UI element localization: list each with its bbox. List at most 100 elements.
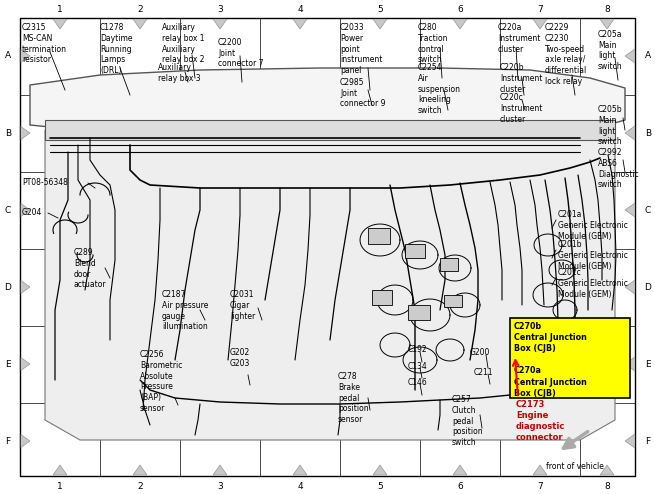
Polygon shape (20, 434, 30, 448)
Text: 7: 7 (537, 4, 543, 13)
Text: Auxiliary
relay box 1
Auxiliary
relay box 2: Auxiliary relay box 1 Auxiliary relay bo… (162, 23, 204, 64)
Text: C2031
Cigar
lighter: C2031 Cigar lighter (230, 290, 255, 321)
Text: 2: 2 (137, 4, 143, 13)
Polygon shape (453, 19, 467, 29)
Bar (405, 244, 425, 258)
Polygon shape (533, 19, 547, 29)
Text: C220c
Instrument
cluster: C220c Instrument cluster (500, 93, 542, 124)
Bar (45, 120, 615, 140)
Polygon shape (625, 203, 635, 217)
Text: C134: C134 (408, 362, 428, 371)
Text: A: A (645, 51, 651, 60)
Text: 6: 6 (457, 482, 463, 491)
Text: E: E (5, 360, 11, 369)
Text: 8: 8 (604, 482, 610, 491)
Text: C201a
Generic Electronic
Module (GEM): C201a Generic Electronic Module (GEM) (558, 210, 628, 241)
Text: B: B (645, 128, 651, 137)
Bar (444, 295, 462, 307)
Text: 8: 8 (604, 4, 610, 13)
Polygon shape (293, 465, 307, 475)
Bar (368, 228, 390, 244)
Text: D: D (5, 283, 11, 291)
Text: G200: G200 (470, 348, 491, 357)
Text: C192: C192 (408, 345, 428, 354)
Text: C205a
Main
light
switch: C205a Main light switch (598, 30, 623, 71)
Polygon shape (625, 357, 635, 371)
Text: front of vehicle: front of vehicle (546, 462, 604, 471)
Text: C1278
Daytime
Running
Lamps
(DRL): C1278 Daytime Running Lamps (DRL) (100, 23, 132, 75)
Polygon shape (53, 465, 67, 475)
Text: C: C (645, 206, 651, 214)
Text: C2315
MS-CAN
termination
resistor: C2315 MS-CAN termination resistor (22, 23, 67, 64)
Text: C257
Clutch
pedal
position
switch: C257 Clutch pedal position switch (452, 395, 483, 447)
Polygon shape (625, 434, 635, 448)
Polygon shape (133, 19, 147, 29)
Text: C220a
Instrument
cluster: C220a Instrument cluster (498, 23, 540, 53)
Text: C2985
Joint
connector 9: C2985 Joint connector 9 (340, 78, 386, 109)
Polygon shape (600, 19, 614, 29)
Text: 5: 5 (377, 482, 383, 491)
Bar (408, 305, 430, 320)
Text: C2256
Barometric
Absolute
Pressure
(BAP)
sensor: C2256 Barometric Absolute Pressure (BAP)… (140, 350, 182, 413)
Text: C2033
Power
point
instrument
panel: C2033 Power point instrument panel (340, 23, 383, 75)
Text: PT08-56348: PT08-56348 (22, 178, 68, 187)
Text: 1: 1 (57, 482, 63, 491)
Text: D: D (645, 283, 652, 291)
Polygon shape (213, 465, 227, 475)
Polygon shape (625, 280, 635, 294)
Text: C146: C146 (408, 378, 428, 387)
Polygon shape (625, 126, 635, 140)
Text: B: B (5, 128, 11, 137)
Text: C278
Brake
pedal
position
sensor: C278 Brake pedal position sensor (338, 372, 369, 424)
Text: 6: 6 (457, 4, 463, 13)
Polygon shape (293, 19, 307, 29)
Polygon shape (53, 19, 67, 29)
Text: C211: C211 (474, 368, 493, 377)
Bar (372, 290, 392, 305)
Polygon shape (373, 19, 387, 29)
Polygon shape (20, 280, 30, 294)
Text: C270b
Central Junction
Box (CJB)

C270a
Central Junction
Box (CJB): C270b Central Junction Box (CJB) C270a C… (514, 322, 587, 398)
Text: 5: 5 (377, 4, 383, 13)
Text: G204: G204 (22, 208, 43, 217)
Polygon shape (20, 126, 30, 140)
Text: Auxiliary
relay box 3: Auxiliary relay box 3 (158, 63, 200, 83)
Polygon shape (20, 357, 30, 371)
Text: C220b
Instrument
cluster: C220b Instrument cluster (500, 63, 542, 93)
Text: 1: 1 (57, 4, 63, 13)
Polygon shape (533, 465, 547, 475)
Polygon shape (30, 68, 625, 136)
Text: E: E (645, 360, 651, 369)
Bar (440, 258, 458, 271)
Text: C2229
C2230
Two-speed
axle relay/
differential
lock relay: C2229 C2230 Two-speed axle relay/ differ… (545, 23, 588, 86)
Text: C2173
Engine
diagnostic
connector: C2173 Engine diagnostic connector (516, 400, 565, 442)
Text: 4: 4 (297, 4, 303, 13)
Text: C201c
Generic Electronic
Module (GEM): C201c Generic Electronic Module (GEM) (558, 268, 628, 298)
Text: C: C (5, 206, 11, 214)
Polygon shape (20, 49, 30, 63)
Text: F: F (5, 437, 10, 446)
Text: C201b
Generic Electronic
Module (GEM): C201b Generic Electronic Module (GEM) (558, 240, 628, 271)
Polygon shape (453, 465, 467, 475)
Text: G202
G203: G202 G203 (230, 348, 250, 368)
Text: 3: 3 (217, 4, 223, 13)
Polygon shape (600, 465, 614, 475)
Text: C205b
Main
light
switch: C205b Main light switch (598, 105, 623, 146)
Polygon shape (373, 465, 387, 475)
Polygon shape (625, 49, 635, 63)
Text: 7: 7 (537, 482, 543, 491)
Text: C280
Traction
control
switch: C280 Traction control switch (418, 23, 449, 64)
Text: C2992
ABS6
Diagnostic
switch: C2992 ABS6 Diagnostic switch (598, 148, 639, 189)
Text: A: A (5, 51, 11, 60)
Text: F: F (645, 437, 650, 446)
Text: C2254
Air
suspension
kneeling
switch: C2254 Air suspension kneeling switch (418, 63, 461, 115)
Text: C2200
Joint
connector 7: C2200 Joint connector 7 (218, 38, 263, 69)
Bar (510, 318, 630, 398)
Text: 4: 4 (297, 482, 303, 491)
Polygon shape (133, 465, 147, 475)
Text: 2: 2 (137, 482, 143, 491)
Text: C2187
Air pressure
gauge
illumination: C2187 Air pressure gauge illumination (162, 290, 208, 331)
Text: 3: 3 (217, 482, 223, 491)
Polygon shape (20, 203, 30, 217)
Text: C289
Blend
door
actuator: C289 Blend door actuator (74, 248, 107, 289)
